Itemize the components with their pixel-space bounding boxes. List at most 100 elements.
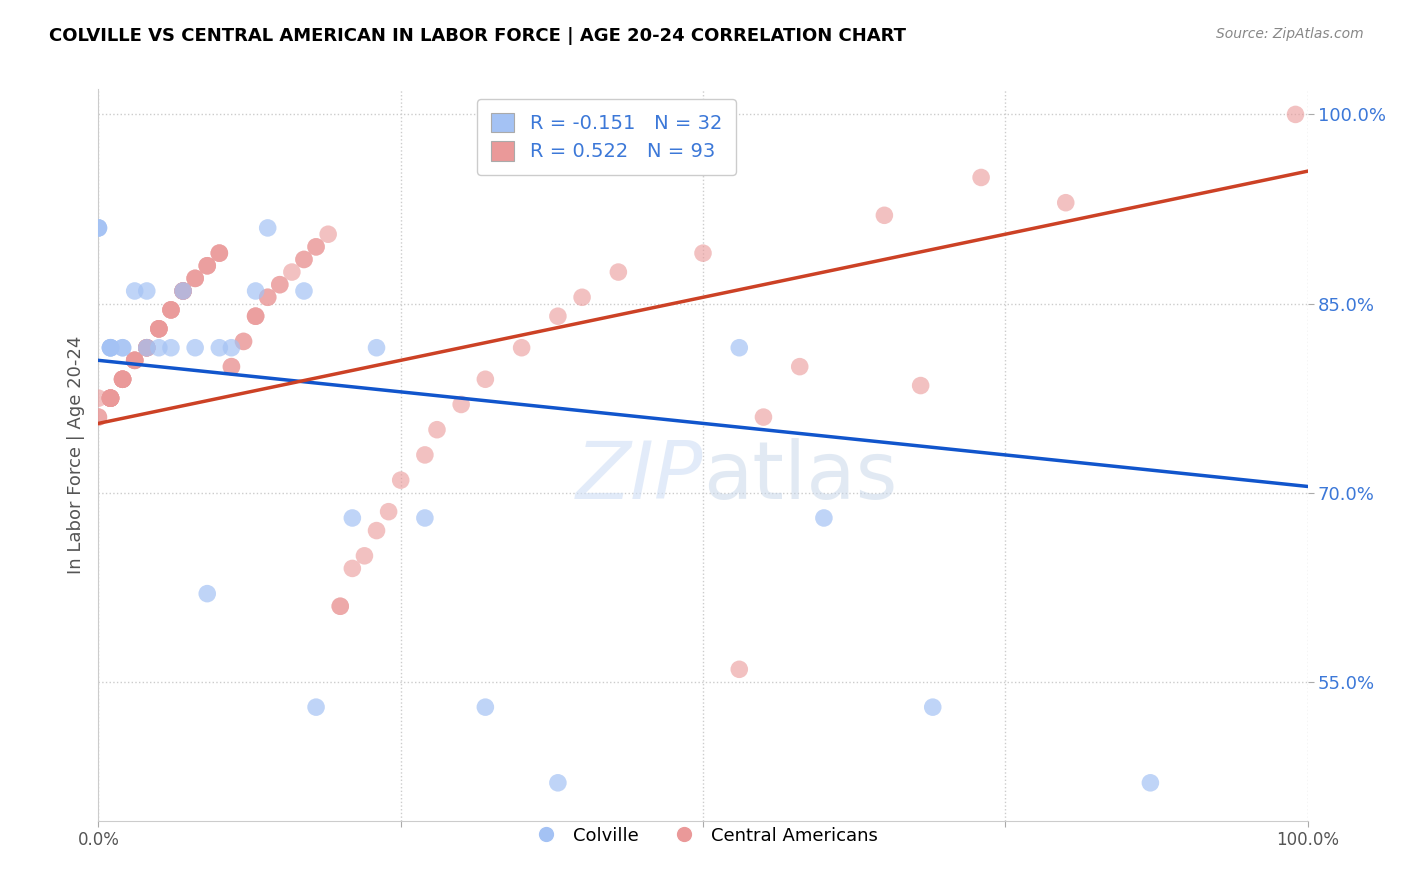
Point: [135, 341, 157, 355]
Point: [111, 372, 134, 386]
Point: [100, 341, 122, 355]
Point: [111, 341, 134, 355]
Point: [208, 246, 231, 260]
Point: [208, 246, 231, 260]
Point: [474, 700, 496, 714]
Point: [269, 277, 291, 292]
Point: [100, 391, 122, 405]
Point: [342, 561, 364, 575]
Point: [256, 290, 278, 304]
Point: [547, 309, 569, 323]
Point: [292, 284, 315, 298]
Point: [148, 322, 170, 336]
Point: [135, 341, 157, 355]
Point: [160, 302, 183, 317]
Point: [111, 372, 134, 386]
Point: [208, 246, 231, 260]
Point: [160, 302, 183, 317]
Point: [124, 353, 146, 368]
Point: [87, 410, 110, 425]
Point: [195, 259, 218, 273]
Point: [377, 505, 399, 519]
Point: [305, 240, 328, 254]
Point: [87, 221, 110, 235]
Point: [353, 549, 375, 563]
Point: [510, 341, 533, 355]
Point: [87, 221, 110, 235]
Point: [184, 271, 207, 285]
Point: [245, 284, 267, 298]
Point: [160, 302, 183, 317]
Point: [100, 391, 122, 405]
Point: [366, 524, 388, 538]
Point: [148, 322, 170, 336]
Point: [245, 309, 267, 323]
Point: [450, 397, 472, 411]
Point: [184, 271, 207, 285]
Point: [245, 309, 267, 323]
Point: [148, 322, 170, 336]
Point: [100, 341, 122, 355]
Point: [547, 776, 569, 790]
Point: [728, 341, 751, 355]
Point: [366, 341, 388, 355]
Point: [135, 341, 157, 355]
Text: atlas: atlas: [703, 438, 897, 516]
Point: [172, 284, 194, 298]
Point: [970, 170, 993, 185]
Point: [281, 265, 304, 279]
Point: [607, 265, 630, 279]
Point: [100, 341, 122, 355]
Point: [389, 473, 412, 487]
Point: [329, 599, 352, 614]
Point: [752, 410, 775, 425]
Point: [413, 448, 436, 462]
Point: [124, 284, 146, 298]
Point: [195, 587, 218, 601]
Point: [1054, 195, 1077, 210]
Point: [148, 322, 170, 336]
Point: [160, 302, 183, 317]
Point: [413, 511, 436, 525]
Point: [124, 353, 146, 368]
Point: [100, 391, 122, 405]
Point: [221, 359, 243, 374]
Point: [100, 391, 122, 405]
Point: [172, 284, 194, 298]
Point: [87, 410, 110, 425]
Point: [100, 391, 122, 405]
Point: [124, 353, 146, 368]
Point: [135, 284, 157, 298]
Point: [100, 391, 122, 405]
Point: [111, 372, 134, 386]
Point: [474, 372, 496, 386]
Point: [305, 700, 328, 714]
Point: [111, 372, 134, 386]
Point: [124, 353, 146, 368]
Point: [124, 353, 146, 368]
Point: [921, 700, 943, 714]
Point: [813, 511, 835, 525]
Point: [571, 290, 593, 304]
Point: [1284, 107, 1306, 121]
Point: [135, 341, 157, 355]
Point: [232, 334, 254, 349]
Point: [692, 246, 714, 260]
Point: [87, 221, 110, 235]
Point: [148, 322, 170, 336]
Point: [184, 271, 207, 285]
Point: [292, 252, 315, 267]
Point: [111, 341, 134, 355]
Point: [172, 284, 194, 298]
Point: [316, 227, 339, 242]
Point: [342, 511, 364, 525]
Point: [208, 341, 231, 355]
Point: [135, 341, 157, 355]
Point: [160, 341, 183, 355]
Point: [100, 341, 122, 355]
Point: [426, 423, 449, 437]
Point: [111, 372, 134, 386]
Point: [148, 341, 170, 355]
Point: [292, 252, 315, 267]
Y-axis label: In Labor Force | Age 20-24: In Labor Force | Age 20-24: [66, 335, 84, 574]
